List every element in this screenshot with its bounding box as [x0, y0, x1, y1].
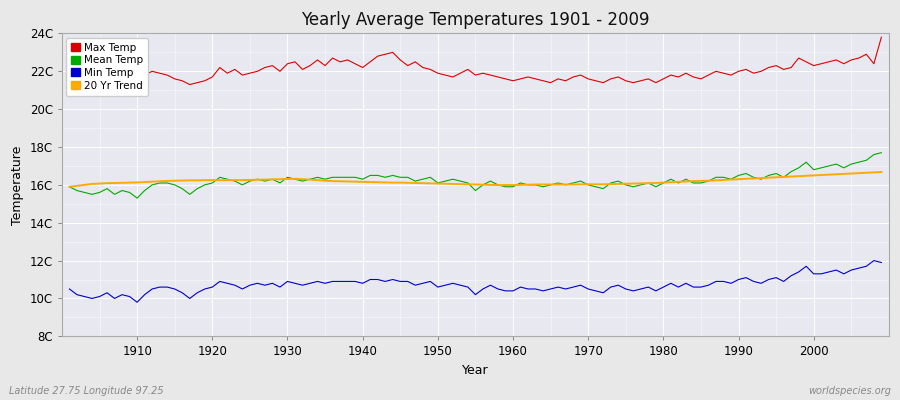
Legend: Max Temp, Mean Temp, Min Temp, 20 Yr Trend: Max Temp, Mean Temp, Min Temp, 20 Yr Tre…: [66, 38, 148, 96]
X-axis label: Year: Year: [462, 364, 489, 377]
Title: Yearly Average Temperatures 1901 - 2009: Yearly Average Temperatures 1901 - 2009: [302, 11, 650, 29]
Text: worldspecies.org: worldspecies.org: [808, 386, 891, 396]
Y-axis label: Temperature: Temperature: [11, 145, 24, 224]
Text: Latitude 27.75 Longitude 97.25: Latitude 27.75 Longitude 97.25: [9, 386, 164, 396]
